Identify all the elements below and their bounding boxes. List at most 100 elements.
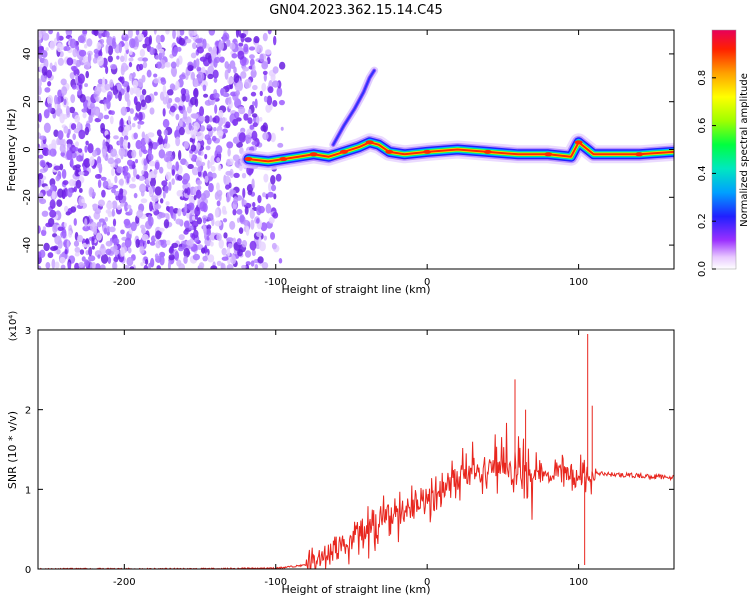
spectrogram-noise-cell — [154, 186, 162, 196]
spectrogram-noise-cell — [43, 109, 50, 119]
spectrogram-noise-cell — [116, 55, 120, 60]
spectrogram-noise-cell — [57, 226, 64, 231]
spectrogram-ridge-band-6 — [247, 141, 674, 163]
spectrogram-noise-cell — [251, 249, 256, 257]
spectrogram-noise-cell — [38, 146, 41, 154]
spectrogram-noise-cell — [59, 113, 65, 124]
snr-x-tick-label: 100 — [569, 577, 588, 588]
spectrogram-noise-cell — [94, 85, 102, 95]
spectrogram-noise-cell — [264, 49, 272, 55]
spectrogram-noise-cell — [40, 73, 47, 83]
spectrogram-ridge-point — [309, 152, 318, 157]
spectrogram-noise-cell — [118, 42, 123, 54]
spectrogram-y-tick-label: 0 — [22, 146, 33, 152]
spectrogram-noise-cell — [238, 132, 246, 143]
colorbar-tick-label: 0.4 — [697, 165, 708, 181]
spectrogram-noise-cell — [149, 107, 155, 115]
spectrogram-noise-cell — [233, 72, 240, 84]
spectrogram-noise-cell — [251, 141, 258, 146]
spectrogram-noise-cell — [104, 83, 111, 91]
spectrogram-noise-cell — [199, 56, 207, 62]
spectrogram-noise-cell — [59, 51, 64, 58]
spectrogram-noise-cell — [184, 203, 188, 213]
spectrogram-noise-cell — [124, 124, 131, 132]
spectrogram-noise-cell — [127, 115, 131, 125]
spectrogram-noise-cell — [78, 171, 85, 176]
spectrogram-noise-cell — [182, 183, 188, 191]
spectrogram-noise-cell — [169, 245, 174, 253]
spectrogram-noise-cell — [188, 122, 192, 131]
spectrogram-noise-cell — [242, 66, 250, 72]
snr-panel: -200 -100 0 100 0 1 2 3 Height of straight line… — [6, 311, 675, 596]
spectrogram-noise-cell — [216, 260, 222, 267]
spectrogram-noise-cell — [67, 208, 73, 215]
spectrogram-noise-cell — [213, 77, 218, 83]
spectrogram-noise-cell — [127, 98, 131, 108]
spectrogram-noise-cell — [275, 173, 282, 182]
spectrogram-noise-cell — [175, 113, 180, 121]
spectrogram-noise-cell — [123, 52, 128, 63]
spectrogram-noise-cell — [126, 256, 134, 267]
spectrogram-noise-cell — [220, 263, 226, 269]
spectrogram-noise-cell — [206, 235, 210, 241]
spectrogram-noise-cell — [45, 222, 52, 228]
spectrogram-noise-cell — [138, 63, 144, 71]
spectrogram-noise-cell — [135, 174, 140, 180]
spectrogram-noise-cell — [137, 123, 141, 130]
spectrogram-noise-cell — [218, 40, 224, 51]
spectrogram-noise-cell — [200, 125, 206, 132]
spectrogram-noise-cell — [182, 172, 190, 183]
spectrogram-noise-cell — [92, 57, 98, 64]
spectrogram-noise-cell — [216, 200, 221, 207]
spectrogram-noise-cell — [144, 258, 149, 265]
spectrogram-noise-cell — [241, 264, 247, 269]
spectrogram-noise-cell — [56, 249, 61, 255]
spectrogram-noise-cell — [148, 160, 156, 167]
spectrogram-noise-cell — [240, 71, 247, 79]
spectrogram-noise-cell — [153, 91, 158, 96]
spectrogram-ridge-point — [483, 149, 492, 154]
spectrogram-noise-cell — [159, 251, 166, 258]
spectrogram-noise-cell — [154, 204, 162, 210]
spectrogram-noise-cell — [127, 247, 132, 254]
spectrogram-noise-cell — [175, 218, 182, 225]
spectrogram-noise-cell — [45, 261, 51, 269]
spectrogram-noise-cell — [192, 253, 201, 261]
spectrogram-noise-cell — [106, 36, 114, 46]
spectrogram-noise-cell — [271, 184, 277, 192]
spectrogram-noise-cell — [155, 230, 162, 240]
spectrogram-noise-cell — [43, 185, 50, 191]
spectrogram-noise-cell — [38, 251, 42, 258]
spectrogram-noise-cell — [86, 38, 93, 47]
spectrogram-noise-cell — [53, 245, 59, 251]
spectrogram-noise-cell — [84, 218, 88, 228]
spectrogram-noise-cell — [243, 199, 247, 206]
spectrogram-noise-cell — [222, 116, 226, 125]
spectrogram-noise-cell — [146, 239, 151, 245]
spectrogram-noise-cell — [139, 239, 144, 247]
spectrogram-noise-cell — [135, 139, 142, 150]
snr-frame — [37, 329, 675, 570]
spectrogram-noise-cell — [160, 78, 167, 85]
spectrogram-noise-cell — [49, 209, 57, 218]
spectrogram-noise-cell — [188, 196, 196, 204]
spectrogram-noise-cell — [251, 130, 258, 141]
spectrogram-noise-cell — [272, 100, 278, 107]
spectrogram-noise-cell — [56, 137, 61, 146]
spectrogram-noise-cell — [241, 239, 248, 248]
spectrogram-noise-cell — [77, 148, 83, 153]
spectrogram-noise-cell — [111, 200, 118, 210]
spectrogram-noise-cell — [69, 72, 75, 80]
spectrogram-noise-cell — [219, 56, 225, 63]
spectrogram-noise-cell — [164, 134, 168, 145]
spectrogram-noise-cell — [78, 84, 82, 90]
spectrogram-noise-cell — [136, 209, 144, 219]
spectrogram-noise-cell — [105, 65, 109, 75]
spectrogram-noise-cell — [66, 150, 73, 161]
spectrogram-noise-cell — [141, 227, 146, 235]
spectrogram-noise-cell — [83, 61, 91, 70]
spectrogram-noise-cell — [186, 240, 192, 246]
spectrogram-noise-cell — [129, 108, 135, 114]
spectrogram-noise-cell — [105, 240, 113, 247]
spectrogram-noise-cell — [199, 106, 205, 117]
